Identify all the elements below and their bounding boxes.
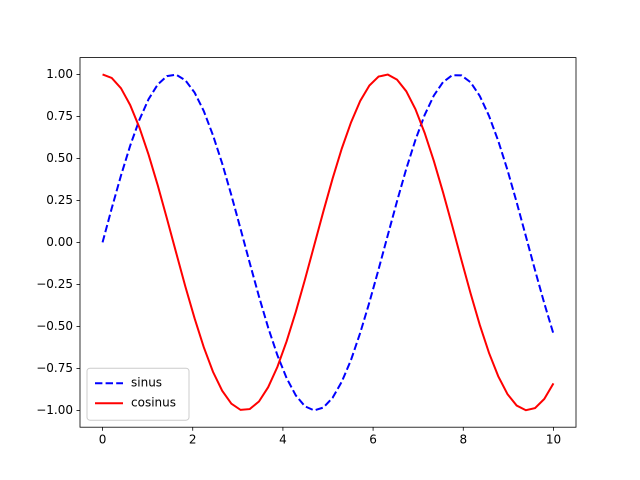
x-tick-label: 6 <box>369 433 377 447</box>
x-tick-label: 0 <box>99 433 107 447</box>
y-tick-label: −1.00 <box>36 403 73 417</box>
x-tick-label: 2 <box>189 433 197 447</box>
y-tick-label: 1.00 <box>46 67 73 81</box>
plot-frame <box>79 57 577 428</box>
y-tick-label: 0.75 <box>46 109 73 123</box>
y-tick-label: −0.50 <box>36 319 73 333</box>
y-tick-label: 0.00 <box>46 235 73 249</box>
line <box>102 73 555 412</box>
x-tick-label: 4 <box>279 433 287 447</box>
y-tick-label: 0.25 <box>46 193 73 207</box>
legend-label: cosinus <box>131 396 176 410</box>
line <box>101 73 555 412</box>
legend-box <box>86 367 190 421</box>
legend-label: sinus <box>131 376 162 390</box>
y-tick-label: −0.75 <box>36 361 73 375</box>
y-tick-label: −0.25 <box>36 277 73 291</box>
x-tick-label: 8 <box>459 433 467 447</box>
y-tick-label: 0.50 <box>46 151 73 165</box>
x-tick-label: 10 <box>546 433 561 447</box>
